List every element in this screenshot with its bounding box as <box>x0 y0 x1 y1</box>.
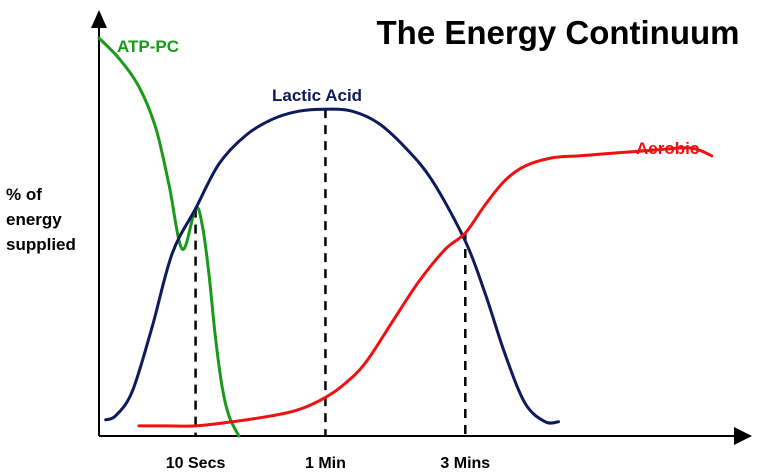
axes <box>91 10 752 445</box>
tick-label-1-min: 1 Min <box>305 455 346 472</box>
time-markers <box>194 109 467 436</box>
y-axis-label-line-1: % of <box>6 185 42 204</box>
y-axis-label-line-2: energy <box>6 210 62 229</box>
series-label-aerobic: Aerobic <box>636 139 699 158</box>
energy-curves <box>97 36 714 438</box>
x-axis-arrow <box>734 427 752 445</box>
series-line-aerobic <box>137 146 714 428</box>
series-line-lactic-acid <box>104 107 560 425</box>
y-axis-arrow <box>91 10 107 28</box>
series-line-atp-pc <box>97 36 241 438</box>
series-label-atp-pc: ATP-PC <box>117 37 179 56</box>
series-label-lactic-acid: Lactic Acid <box>272 86 362 105</box>
chart-title: The Energy Continuum <box>377 14 740 51</box>
y-axis-label-line-3: supplied <box>6 235 76 254</box>
tick-label-10-secs: 10 Secs <box>166 455 226 472</box>
tick-label-3-mins: 3 Mins <box>440 455 490 472</box>
